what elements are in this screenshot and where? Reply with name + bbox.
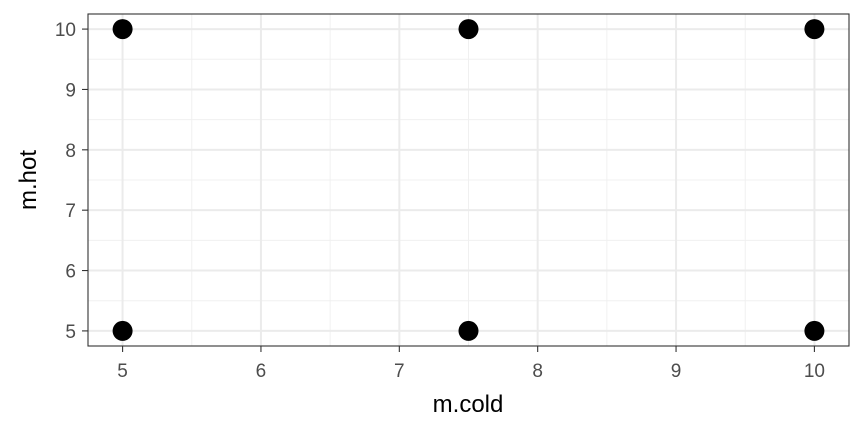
x-tick-label: 10 (804, 361, 825, 382)
data-point (458, 320, 479, 341)
data-point (804, 320, 825, 341)
data-point (458, 19, 479, 40)
x-tick-label: 6 (256, 361, 267, 382)
y-axis: 5 6 7 8 9 10 (55, 20, 88, 343)
x-tick-label: 7 (394, 361, 405, 382)
x-axis: 5 6 7 8 9 10 (117, 346, 825, 382)
y-tick-label: 9 (65, 80, 76, 101)
x-tick-label: 5 (117, 361, 128, 382)
plot-border (87, 13, 850, 347)
y-tick-label: 7 (65, 201, 76, 222)
data-point (112, 320, 133, 341)
data-points (112, 19, 825, 341)
y-tick-label: 8 (65, 141, 76, 162)
y-tick-label: 5 (65, 322, 76, 343)
minor-gridlines (88, 14, 849, 346)
x-tick-label: 9 (671, 361, 682, 382)
y-tick-label: 6 (65, 262, 76, 283)
x-tick-label: 8 (532, 361, 543, 382)
y-axis-title: m.hot (15, 150, 42, 210)
data-point (112, 19, 133, 40)
y-tick-label: 10 (55, 20, 76, 41)
x-axis-title: m.cold (433, 391, 504, 418)
data-point (804, 19, 825, 40)
